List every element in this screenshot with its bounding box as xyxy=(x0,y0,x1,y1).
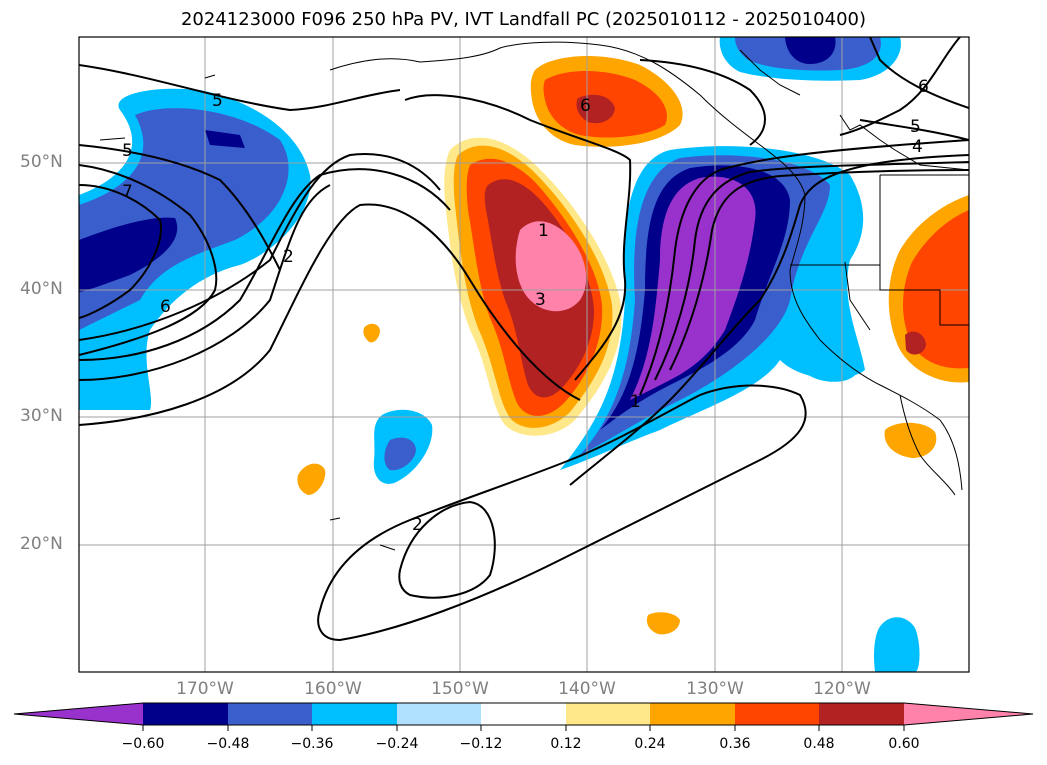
contour-label: 2 xyxy=(283,247,294,267)
contour-label: 4 xyxy=(912,137,923,157)
colorbar-tick-label: −0.12 xyxy=(459,736,503,752)
contour-label: 6 xyxy=(160,297,171,317)
map-plot-area: 5 5 7 6 2 6 5 4 1 3 1 2 6 xyxy=(79,37,969,672)
colorbar-segment xyxy=(312,703,397,725)
colorbar-tick-label: 0.60 xyxy=(888,736,920,752)
colorbar-tick-label: 0.12 xyxy=(550,736,582,752)
contour-label: 5 xyxy=(212,91,223,111)
contour-label: 1 xyxy=(538,221,549,241)
colorbar-tick-label: 0.48 xyxy=(803,736,835,752)
lon-label: 140°W xyxy=(558,679,616,699)
positive-anomaly-fills xyxy=(297,55,969,635)
map-frame xyxy=(78,36,970,673)
colorbar-segment xyxy=(481,703,566,725)
colorbar-tick-label: 0.36 xyxy=(719,736,751,752)
colorbar-tick-label: −0.48 xyxy=(206,736,250,752)
contour-label: 5 xyxy=(122,141,133,161)
coastlines xyxy=(99,41,969,551)
colorbar-segment xyxy=(650,703,735,725)
contour-label: 6 xyxy=(580,96,591,116)
lon-label: 120°W xyxy=(813,679,871,699)
lat-label: 40°N xyxy=(20,279,63,299)
contour-label: 5 xyxy=(910,117,921,137)
colorbar-segment xyxy=(819,703,904,725)
lon-label: 150°W xyxy=(431,679,489,699)
colorbar-extension-left xyxy=(14,703,143,725)
gridlines xyxy=(79,37,969,672)
contour-label: 7 xyxy=(122,182,133,202)
colorbar-segment xyxy=(143,703,228,725)
colorbar xyxy=(13,702,1034,731)
colorbar-extension-right xyxy=(904,703,1033,725)
contour-label: 6 xyxy=(918,77,929,97)
colorbar-segment xyxy=(228,703,312,725)
lon-label: 170°W xyxy=(176,679,234,699)
colorbar-tick-label: −0.60 xyxy=(121,736,165,752)
colorbar-segment xyxy=(397,703,481,725)
contour-lines xyxy=(79,37,969,642)
figure-title: 2024123000 F096 250 hPa PV, IVT Landfall… xyxy=(180,9,867,30)
lat-label: 50°N xyxy=(20,152,63,172)
contour-labels: 5 5 7 6 2 6 5 4 1 3 1 2 6 xyxy=(122,77,929,535)
negative-anomaly-fills xyxy=(79,37,920,672)
lon-label: 160°W xyxy=(304,679,362,699)
colorbar-segment xyxy=(735,703,819,725)
colorbar-tick-label: −0.36 xyxy=(290,736,334,752)
lat-label: 30°N xyxy=(20,406,63,426)
contour-label: 2 xyxy=(412,515,423,535)
lat-label: 20°N xyxy=(20,534,63,554)
colorbar-tick-label: −0.24 xyxy=(375,736,419,752)
colorbar-tick-label: 0.24 xyxy=(634,736,666,752)
colorbar-segment xyxy=(566,703,650,725)
lon-label: 130°W xyxy=(686,679,744,699)
contour-label: 1 xyxy=(630,392,641,412)
contour-label: 3 xyxy=(535,290,546,310)
